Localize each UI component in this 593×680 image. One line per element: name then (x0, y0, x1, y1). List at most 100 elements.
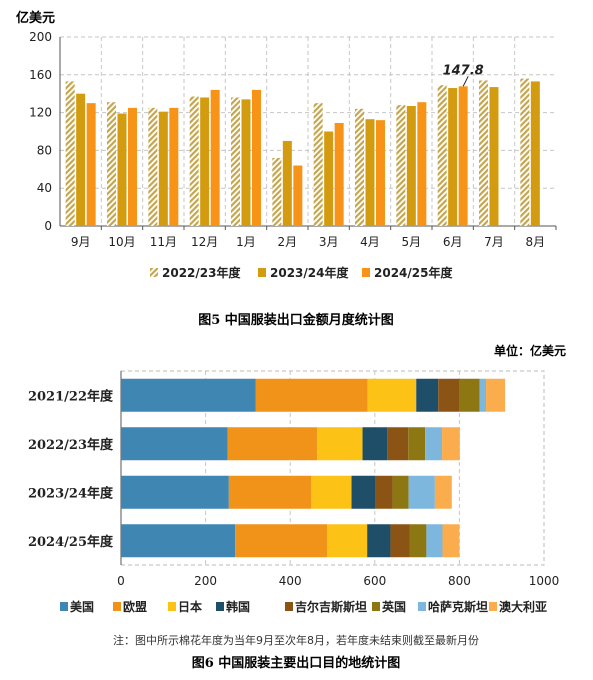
c1-bar (458, 86, 468, 226)
c1-y-tick-label: 80 (37, 143, 52, 157)
c1-gridlines (59, 36, 556, 227)
c2-legend-label: 吉尔吉斯斯坦 (295, 599, 367, 614)
c2-legend-label: 日本 (178, 599, 202, 614)
c1-x-tick-label: 8月 (526, 235, 546, 249)
c1-x-tick-label: 7月 (484, 235, 504, 249)
c1-y-tick-label: 160 (29, 68, 52, 82)
c2-x-tick-label: 200 (194, 574, 217, 588)
c2-category-label: 2021/22年度 (28, 388, 114, 404)
c1-legend-label: 2024/25年度 (374, 265, 453, 280)
c1-bar (448, 88, 458, 226)
c1-annotation-label: 147.8 (443, 63, 484, 78)
c1-y-ticks: 0 40 80 120 160 200 (29, 30, 52, 233)
c1-bar (210, 89, 220, 226)
c2-bar-segment (367, 524, 391, 558)
c2-bar-segment (442, 427, 460, 461)
c2-bar-segment (408, 427, 426, 461)
c2-legend: 美国 欧盟 日本 韩国 吉尔吉斯斯坦 英国 哈萨克斯坦 澳大利亚 (60, 599, 547, 614)
c1-bar (158, 111, 168, 226)
c1-bar (86, 103, 96, 226)
c2-bar-segment (235, 524, 328, 558)
c1-bar (530, 81, 540, 226)
c2-bar-segment (121, 427, 228, 461)
c1-legend: 2022/23年度 2023/24年度 2024/25年度 (150, 265, 453, 280)
c2-bar-segment (408, 475, 435, 509)
c2-category-label: 2024/25年度 (28, 534, 114, 550)
c1-annotation-leader (462, 76, 469, 87)
c1-bar (520, 78, 530, 226)
c2-bar-segment (442, 524, 460, 558)
c2-legend-label: 澳大利亚 (499, 599, 547, 614)
c1-bar (282, 140, 292, 226)
c2-bars (121, 378, 506, 558)
c1-bar (396, 105, 406, 226)
c2-x-tick-label: 800 (448, 574, 471, 588)
c2-bar-segment (434, 475, 452, 509)
c1-x-tick-label: 5月 (402, 235, 422, 249)
c2-bar-segment (479, 378, 487, 412)
c2-bar-segment (121, 378, 256, 412)
c2-legend-label: 韩国 (226, 599, 250, 614)
c1-x-tick-label: 12月 (191, 235, 218, 249)
c2-bar-segment (311, 475, 352, 509)
c1-bar (272, 157, 282, 226)
c1-bar (148, 107, 158, 226)
c1-x-ticks: 9月 10月 11月 12月 1月 2月 3月 4月 5月 6月 7月 8月 (71, 226, 557, 249)
c2-legend-label: 美国 (70, 599, 94, 614)
c2-bar-segment (375, 475, 393, 509)
c1-y-tick-label: 120 (29, 106, 52, 120)
c1-bar (313, 103, 323, 226)
c2-legend-label: 欧盟 (123, 599, 147, 614)
c1-y-tick-label: 200 (29, 30, 52, 44)
c1-bar (169, 107, 179, 226)
c2-bar-segment (367, 378, 417, 412)
c1-x-tick-label: 6月 (443, 235, 463, 249)
c2-legend-swatch (418, 602, 426, 611)
c2-bar-segment (486, 378, 506, 412)
c2-bar-segment (409, 524, 427, 558)
c2-x-tick-label: 600 (363, 574, 386, 588)
c2-legend-swatch (489, 602, 497, 611)
c2-x-tick-label: 1000 (529, 574, 560, 588)
c2-bar-segment (255, 378, 368, 412)
c1-x-tick-label: 4月 (360, 235, 380, 249)
c1-bar (334, 122, 344, 226)
c2-bar-segment (317, 427, 363, 461)
c2-bar-segment (416, 378, 439, 412)
c1-x-tick-label: 9月 (71, 235, 91, 249)
c2-bar-segment (121, 475, 229, 509)
c2-legend-swatch (216, 602, 224, 611)
c2-legend-label: 英国 (382, 599, 406, 614)
c2-bar-segment (426, 524, 443, 558)
monthly-export-chart: 亿美元 0 40 80 120 160 200 9月 10月 11月 12月 1月 2月 3月 4月 5月… (16, 10, 557, 328)
c1-bar (355, 108, 364, 226)
c1-legend-label: 2023/24年度 (270, 265, 349, 280)
c1-bar (65, 81, 75, 226)
c2-bar-segment (228, 475, 312, 509)
c2-bar-segment (392, 475, 409, 509)
c1-bar (417, 102, 427, 226)
c1-bar (365, 119, 375, 226)
c1-bar (489, 87, 499, 227)
c2-category-label: 2023/24年度 (28, 485, 114, 501)
c1-legend-swatch (258, 268, 266, 277)
c2-x-tick-label: 0 (117, 574, 125, 588)
c1-y-tick-label: 0 (44, 219, 52, 233)
c1-x-tick-label: 3月 (319, 235, 339, 249)
c2-legend-swatch (113, 602, 121, 611)
c1-bar (117, 113, 127, 226)
c2-bar-segment (425, 427, 443, 461)
c1-bar (189, 96, 199, 226)
c1-bar (200, 97, 210, 226)
c1-bar (376, 120, 385, 226)
c2-legend-swatch (168, 602, 176, 611)
c2-legend-label: 哈萨克斯坦 (428, 599, 488, 614)
c2-bar-segment (438, 378, 460, 412)
y-axis-unit-label: 亿美元 (16, 10, 55, 26)
c1-bar (107, 102, 116, 226)
c2-category-label: 2022/23年度 (28, 437, 114, 453)
c1-bar (252, 89, 261, 226)
c1-bar (231, 97, 240, 226)
c2-bar-segment (390, 524, 410, 558)
